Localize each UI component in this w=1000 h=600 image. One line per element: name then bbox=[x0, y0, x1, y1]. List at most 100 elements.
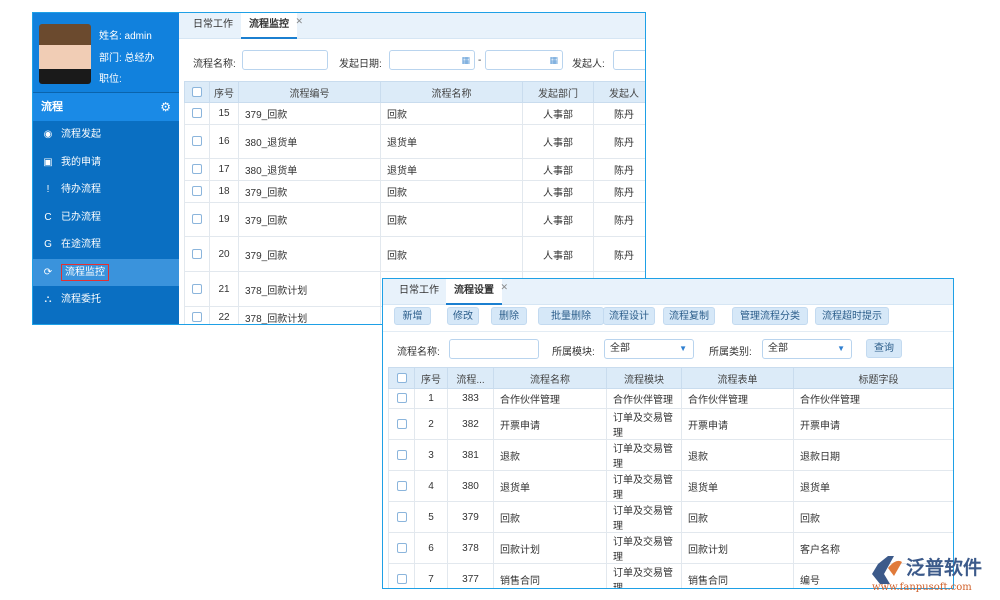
svg-text:www.fanpusoft.com: www.fanpusoft.com bbox=[872, 582, 972, 593]
toolbar-button[interactable]: 流程复制 bbox=[663, 307, 715, 325]
table-row[interactable]: 5 379 回款 订单及交易管理 回款 回款 bbox=[388, 501, 953, 533]
sidebar-item-label: 流程发起 bbox=[61, 129, 101, 140]
sidebar-item[interactable]: ⟳ 流程监控 bbox=[33, 258, 179, 286]
tab-workflow-settings[interactable]: 流程设置 ✕ bbox=[446, 279, 508, 305]
table-cell: 退货单 bbox=[793, 470, 953, 502]
tab-daily-work[interactable]: 日常工作 bbox=[399, 285, 439, 296]
row-checkbox[interactable] bbox=[192, 164, 202, 175]
row-checkbox[interactable] bbox=[396, 511, 407, 522]
end-date-input[interactable]: ▦ bbox=[485, 50, 563, 70]
table-cell: 开票申请 bbox=[793, 408, 953, 440]
toolbar-button[interactable]: 修改 bbox=[447, 307, 479, 325]
row-checkbox[interactable] bbox=[192, 248, 202, 259]
svg-text:泛普软件: 泛普软件 bbox=[906, 556, 982, 579]
calendar-icon[interactable]: ▦ bbox=[549, 55, 558, 65]
gear-icon[interactable]: ⚙ bbox=[160, 100, 171, 114]
initiator-input[interactable] bbox=[613, 50, 645, 70]
table-cell: 陈丹 bbox=[593, 158, 645, 181]
table-row[interactable]: 2 382 开票申请 订单及交易管理 开票申请 开票申请 bbox=[388, 408, 953, 440]
table-row[interactable]: 1 383 合作伙伴管理 合作伙伴管理 合作伙伴管理 合作伙伴管理 bbox=[388, 388, 953, 409]
name-input[interactable] bbox=[449, 339, 539, 359]
table-row[interactable]: 20 379_回款 回款 人事部 陈丹 bbox=[184, 236, 645, 272]
query-button[interactable]: 查询 bbox=[866, 339, 902, 358]
google-plus-icon: G bbox=[44, 239, 52, 250]
category-select[interactable]: 全部 ▼ bbox=[762, 339, 852, 359]
tab-workflow-monitor[interactable]: 流程监控 ✕ bbox=[241, 13, 303, 39]
row-checkbox[interactable] bbox=[396, 480, 407, 491]
table-cell: 退货单 bbox=[380, 124, 523, 159]
table-cell: 382 bbox=[447, 408, 494, 440]
sidebar-item[interactable]: ! 待办流程 bbox=[33, 176, 179, 204]
toolbar-button[interactable]: 流程设计 bbox=[603, 307, 655, 325]
table-cell: 379 bbox=[447, 501, 494, 533]
row-checkbox[interactable] bbox=[192, 214, 202, 225]
table-row[interactable]: 4 380 退货单 订单及交易管理 退货单 退货单 bbox=[388, 470, 953, 502]
module-select[interactable]: 全部 ▼ bbox=[604, 339, 694, 359]
table-row[interactable]: 15 379_回款 回款 人事部 陈丹 bbox=[184, 102, 645, 125]
sidebar: 姓名: admin 部门: 总经办 职位: 流程 ⚙ ◉ 流程发起 ▣ 我的申请! 待办流… bbox=[33, 13, 179, 324]
close-icon[interactable]: ✕ bbox=[295, 16, 303, 26]
row-checkbox[interactable] bbox=[192, 312, 202, 323]
table-cell: 人事部 bbox=[522, 236, 594, 272]
table-cell: 合作伙伴管理 bbox=[681, 388, 794, 409]
toolbar-button[interactable]: 流程超时提示 bbox=[815, 307, 889, 325]
initiator-label: 发起人: bbox=[572, 59, 605, 70]
row-checkbox[interactable] bbox=[192, 108, 202, 119]
row-checkbox[interactable] bbox=[396, 542, 407, 553]
table-row[interactable]: 16 380_退货单 退货单 人事部 陈丹 bbox=[184, 124, 645, 159]
toolbar-button[interactable]: 删除 bbox=[491, 307, 527, 325]
column-header: 流程名称 bbox=[380, 81, 523, 103]
sidebar-item-label: 待办流程 bbox=[61, 184, 101, 195]
checkbox[interactable] bbox=[396, 372, 407, 383]
column-header: 流程名称 bbox=[493, 367, 607, 389]
toolbar-button[interactable]: 批量删除 bbox=[538, 307, 604, 325]
table-cell: 合作伙伴管理 bbox=[793, 388, 953, 409]
sidebar-item[interactable]: C 已办流程 bbox=[33, 204, 179, 232]
table-cell: 陈丹 bbox=[593, 202, 645, 237]
table-cell: 销售合同 bbox=[681, 563, 794, 588]
row-checkbox[interactable] bbox=[396, 449, 407, 460]
table-cell: 人事部 bbox=[522, 102, 594, 125]
close-icon[interactable]: ✕ bbox=[500, 282, 508, 292]
row-checkbox[interactable] bbox=[396, 418, 407, 429]
table-cell: 380_退货单 bbox=[238, 124, 381, 159]
checkbox[interactable] bbox=[192, 86, 202, 97]
table-row[interactable]: 18 379_回款 回款 人事部 陈丹 bbox=[184, 180, 645, 203]
table-row[interactable]: 19 379_回款 回款 人事部 陈丹 bbox=[184, 202, 645, 237]
tab-daily-work[interactable]: 日常工作 bbox=[193, 19, 233, 30]
toolbar-button[interactable]: 新增 bbox=[394, 307, 431, 325]
table-row[interactable]: 3 381 退款 订单及交易管理 退款 退款日期 bbox=[388, 439, 953, 471]
row-checkbox[interactable] bbox=[396, 573, 407, 584]
category-label: 所属类别: bbox=[709, 347, 752, 358]
select-all[interactable] bbox=[184, 81, 210, 103]
name-input[interactable] bbox=[242, 50, 328, 70]
sidebar-item[interactable]: ▣ 我的申请 bbox=[33, 149, 179, 177]
sidebar-item[interactable]: G 在途流程 bbox=[33, 231, 179, 259]
table-cell: 开票申请 bbox=[493, 408, 607, 440]
select-all[interactable] bbox=[388, 367, 415, 389]
sidebar-item[interactable]: ⛬ 流程委托 bbox=[33, 286, 179, 314]
table-cell: 回款 bbox=[380, 102, 523, 125]
table-cell: 编号 bbox=[793, 563, 953, 588]
row-checkbox[interactable] bbox=[192, 186, 202, 197]
section-title: 流程 bbox=[41, 101, 63, 113]
calendar-icon[interactable]: ▦ bbox=[461, 55, 470, 65]
table-row[interactable]: 17 380_退货单 退货单 人事部 陈丹 bbox=[184, 158, 645, 181]
table-row[interactable]: 6 378 回款计划 订单及交易管理 回款计划 客户名称 bbox=[388, 532, 953, 564]
start-date-input[interactable]: ▦ bbox=[389, 50, 475, 70]
table-cell: 378_回款计划 bbox=[238, 306, 381, 324]
chevron-down-icon: ▼ bbox=[679, 344, 687, 353]
row-checkbox[interactable] bbox=[192, 136, 202, 147]
table-cell: 陈丹 bbox=[593, 124, 645, 159]
sidebar-item[interactable]: ◉ 流程发起 bbox=[33, 121, 179, 149]
user-dept: 部门: 总经办 bbox=[99, 53, 155, 64]
row-checkbox[interactable] bbox=[192, 283, 202, 294]
toolbar-button[interactable]: 管理流程分类 bbox=[732, 307, 808, 325]
table-cell: 订单及交易管理 bbox=[606, 470, 682, 502]
name-label: 流程名称: bbox=[193, 59, 236, 70]
table-row[interactable]: 7 377 销售合同 订单及交易管理 销售合同 编号 bbox=[388, 563, 953, 588]
broadcast-icon: ◉ bbox=[43, 129, 53, 140]
name-label: 流程名称: bbox=[397, 347, 440, 358]
table-cell: 19 bbox=[209, 202, 239, 237]
row-checkbox[interactable] bbox=[396, 393, 407, 404]
